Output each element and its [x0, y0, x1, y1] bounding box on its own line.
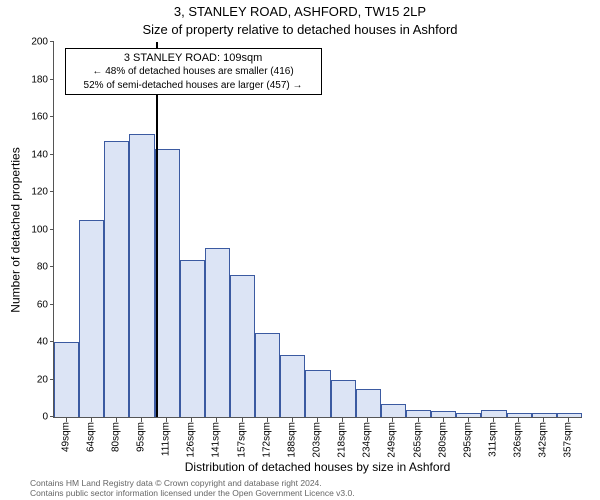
- y-tick-mark: [50, 191, 54, 192]
- x-tick-label: 126sqm: [186, 422, 197, 458]
- histogram-bar: [481, 410, 506, 418]
- y-tick-mark: [50, 79, 54, 80]
- x-tick-label: 295sqm: [462, 422, 473, 458]
- y-tick-label: 140: [31, 149, 54, 160]
- x-tick-label: 172sqm: [261, 422, 272, 458]
- histogram-bar: [129, 134, 154, 417]
- annotation-title: 3 STANLEY ROAD: 109sqm: [72, 51, 315, 66]
- y-tick-label: 120: [31, 187, 54, 198]
- x-tick-label: 111sqm: [161, 422, 172, 456]
- y-tick-mark: [50, 116, 54, 117]
- histogram-bar: [104, 141, 129, 417]
- histogram-bar: [532, 413, 557, 417]
- x-tick-label: 280sqm: [437, 422, 448, 458]
- histogram-bar: [557, 413, 582, 417]
- histogram-bar: [280, 355, 305, 417]
- y-tick-mark: [50, 379, 54, 380]
- x-tick-label: 357sqm: [563, 422, 574, 458]
- histogram-bar: [255, 333, 280, 417]
- histogram-bar: [331, 380, 356, 418]
- chart-container: 3, STANLEY ROAD, ASHFORD, TW15 2LP Size …: [0, 0, 600, 500]
- x-tick-label: 188sqm: [286, 422, 297, 458]
- plot-area: 3 STANLEY ROAD: 109sqm ← 48% of detached…: [53, 42, 582, 418]
- bars-group: [54, 42, 582, 417]
- x-tick-label: 218sqm: [337, 422, 348, 458]
- x-tick-label: 342sqm: [538, 422, 549, 458]
- y-tick-label: 160: [31, 112, 54, 123]
- x-tick-label: 249sqm: [387, 422, 398, 458]
- histogram-bar: [356, 389, 381, 417]
- x-tick-label: 157sqm: [236, 422, 247, 458]
- histogram-bar: [507, 413, 532, 417]
- y-tick-label: 100: [31, 224, 54, 235]
- histogram-bar: [155, 149, 180, 417]
- histogram-bar: [406, 410, 431, 418]
- attribution-line2: Contains public sector information licen…: [30, 488, 355, 498]
- histogram-bar: [381, 404, 406, 417]
- histogram-bar: [431, 411, 456, 417]
- chart-subtitle: Size of property relative to detached ho…: [0, 22, 600, 37]
- annotation-line2: 52% of semi-detached houses are larger (…: [72, 79, 315, 93]
- x-tick-label: 95sqm: [136, 422, 147, 452]
- x-tick-label: 311sqm: [488, 422, 499, 457]
- y-tick-mark: [50, 341, 54, 342]
- y-tick-mark: [50, 416, 54, 417]
- histogram-bar: [205, 248, 230, 417]
- y-tick-label: 80: [37, 262, 54, 273]
- histogram-bar: [79, 220, 104, 417]
- marker-line: [156, 42, 158, 417]
- attribution: Contains HM Land Registry data © Crown c…: [30, 478, 355, 498]
- y-tick-label: 200: [31, 37, 54, 48]
- annotation-box: 3 STANLEY ROAD: 109sqm ← 48% of detached…: [65, 48, 322, 96]
- y-tick-label: 40: [37, 337, 54, 348]
- y-tick-mark: [50, 229, 54, 230]
- histogram-bar: [54, 342, 79, 417]
- x-axis-label: Distribution of detached houses by size …: [53, 460, 582, 474]
- y-tick-label: 180: [31, 74, 54, 85]
- y-tick-label: 20: [37, 374, 54, 385]
- x-tick-label: 265sqm: [412, 422, 423, 458]
- y-tick-label: 60: [37, 299, 54, 310]
- histogram-bar: [456, 413, 481, 417]
- x-tick-label: 49sqm: [60, 422, 71, 452]
- y-tick-mark: [50, 266, 54, 267]
- x-tick-label: 326sqm: [513, 422, 524, 458]
- chart-title: 3, STANLEY ROAD, ASHFORD, TW15 2LP: [0, 4, 600, 19]
- x-tick-label: 141sqm: [211, 422, 222, 458]
- y-axis-label: Number of detached properties: [8, 42, 24, 418]
- histogram-bar: [180, 260, 205, 418]
- y-tick-mark: [50, 304, 54, 305]
- x-tick-label: 203sqm: [312, 422, 323, 458]
- attribution-line1: Contains HM Land Registry data © Crown c…: [30, 478, 355, 488]
- y-tick-mark: [50, 154, 54, 155]
- x-tick-label: 64sqm: [85, 422, 96, 452]
- histogram-bar: [230, 275, 255, 418]
- annotation-line1: ← 48% of detached houses are smaller (41…: [72, 65, 315, 79]
- x-tick-label: 80sqm: [110, 422, 121, 452]
- x-tick-label: 234sqm: [362, 422, 373, 458]
- y-tick-mark: [50, 41, 54, 42]
- histogram-bar: [305, 370, 330, 417]
